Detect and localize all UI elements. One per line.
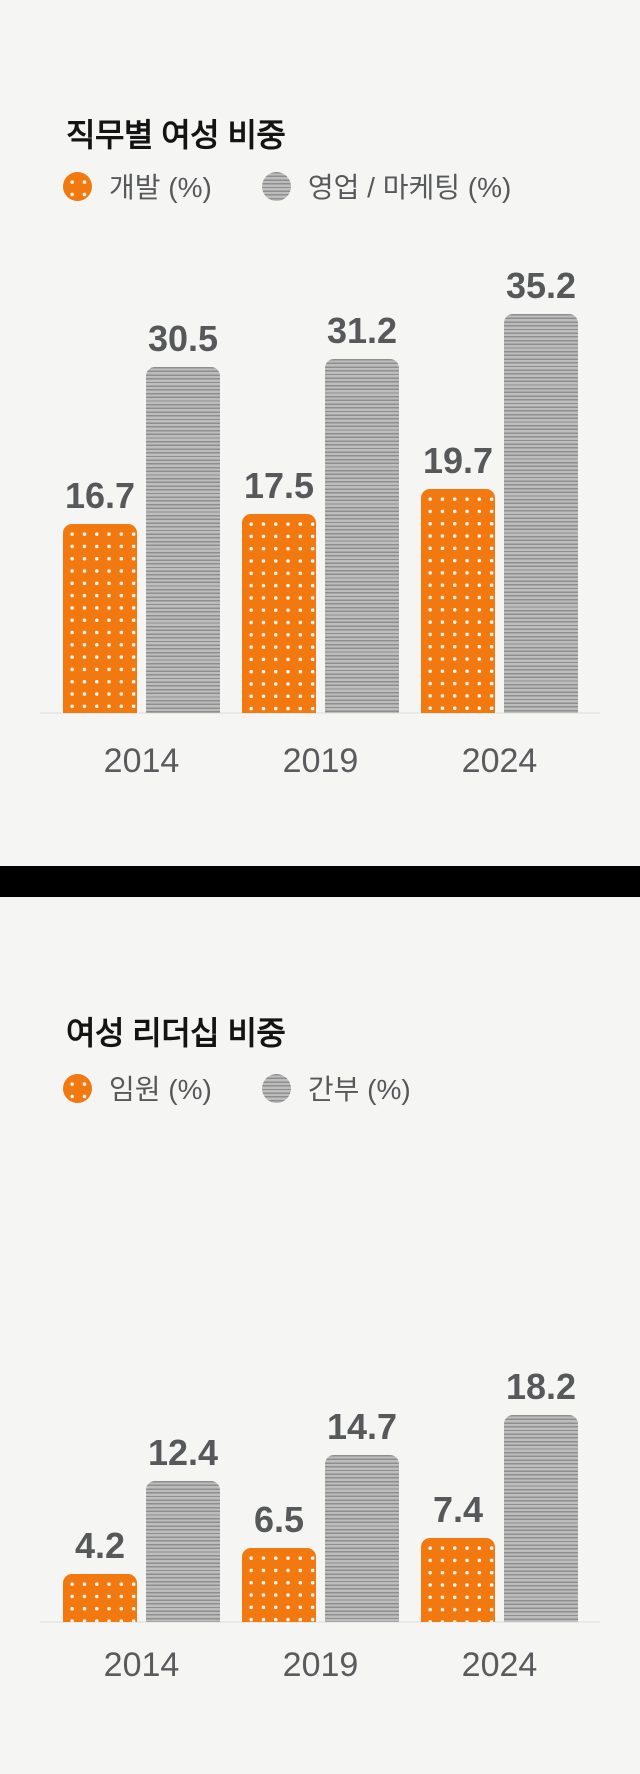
bar-plot: 4.2 12.4 6.5 14.7 7.4 18.2 [63, 1369, 578, 1622]
value-label: 17.5 [243, 465, 315, 507]
legend-swatch-gray-striped-icon [261, 1073, 291, 1103]
value-label: 30.5 [147, 317, 219, 359]
legend-swatch-gray-striped-icon [261, 171, 291, 201]
bar-gray-2024: 35.2 [504, 267, 578, 713]
value-label: 18.2 [505, 1366, 577, 1408]
x-axis-label-2024: 2024 [461, 742, 538, 780]
x-axis-labels: 2014 2019 2024 [63, 744, 578, 778]
bar-orange-2019: 6.5 [242, 1502, 316, 1622]
legend-item-development: 개발 (%) [63, 166, 212, 206]
bar-gray-2014: 30.5 [146, 320, 220, 713]
x-axis-label-2019: 2019 [282, 1646, 359, 1684]
legend-label: 간부 (%) [307, 1074, 411, 1105]
bar-orange-2024: 7.4 [421, 1492, 495, 1622]
chart-title: 여성 리더십 비중 [66, 1014, 286, 1051]
bar-plot: 16.7 30.5 17.5 31.2 19.7 35.2 [63, 267, 578, 713]
bar-gray-2024: 18.2 [504, 1369, 578, 1622]
x-axis-baseline [40, 1621, 600, 1623]
x-axis-labels: 2014 2019 2024 [63, 1648, 578, 1682]
legend-swatch-orange-dotted-icon [63, 1073, 92, 1103]
x-axis-label-2014: 2014 [103, 1646, 180, 1684]
legend-swatch-orange-dotted-icon [63, 171, 92, 201]
value-label: 16.7 [64, 474, 136, 516]
bar-orange-2019: 17.5 [242, 468, 316, 713]
value-label: 6.5 [253, 1499, 305, 1541]
value-label: 12.4 [147, 1432, 219, 1474]
bar-orange-2024: 19.7 [421, 443, 495, 713]
value-label: 4.2 [74, 1525, 126, 1567]
bar-gray-2019: 14.7 [325, 1409, 399, 1622]
x-axis-label-2019: 2019 [282, 742, 359, 780]
legend-item-executives: 임원 (%) [63, 1068, 212, 1108]
legend: 임원 (%) 간부 (%) [63, 1068, 411, 1108]
bar-gray-2014: 12.4 [146, 1435, 220, 1622]
x-axis-baseline [40, 712, 600, 714]
legend-label: 개발 (%) [109, 172, 212, 203]
value-label: 35.2 [505, 264, 577, 306]
legend-label: 임원 (%) [109, 1074, 212, 1105]
value-label: 14.7 [326, 1406, 398, 1448]
legend-item-sales-marketing: 영업 / 마케팅 (%) [261, 166, 512, 206]
bar-gray-2019: 31.2 [325, 312, 399, 713]
section-divider [0, 866, 640, 897]
value-label: 31.2 [326, 309, 398, 351]
bar-orange-2014: 4.2 [63, 1528, 137, 1622]
value-label: 19.7 [422, 440, 494, 482]
value-label: 7.4 [432, 1489, 484, 1530]
x-axis-label-2024: 2024 [461, 1646, 538, 1684]
bar-orange-2014: 16.7 [63, 477, 137, 713]
legend-label: 영업 / 마케팅 (%) [307, 172, 512, 203]
chart-title: 직무별 여성 비중 [66, 116, 286, 153]
x-axis-label-2014: 2014 [103, 742, 180, 780]
legend-item-managers: 간부 (%) [261, 1068, 411, 1108]
legend: 개발 (%) 영업 / 마케팅 (%) [63, 166, 511, 206]
